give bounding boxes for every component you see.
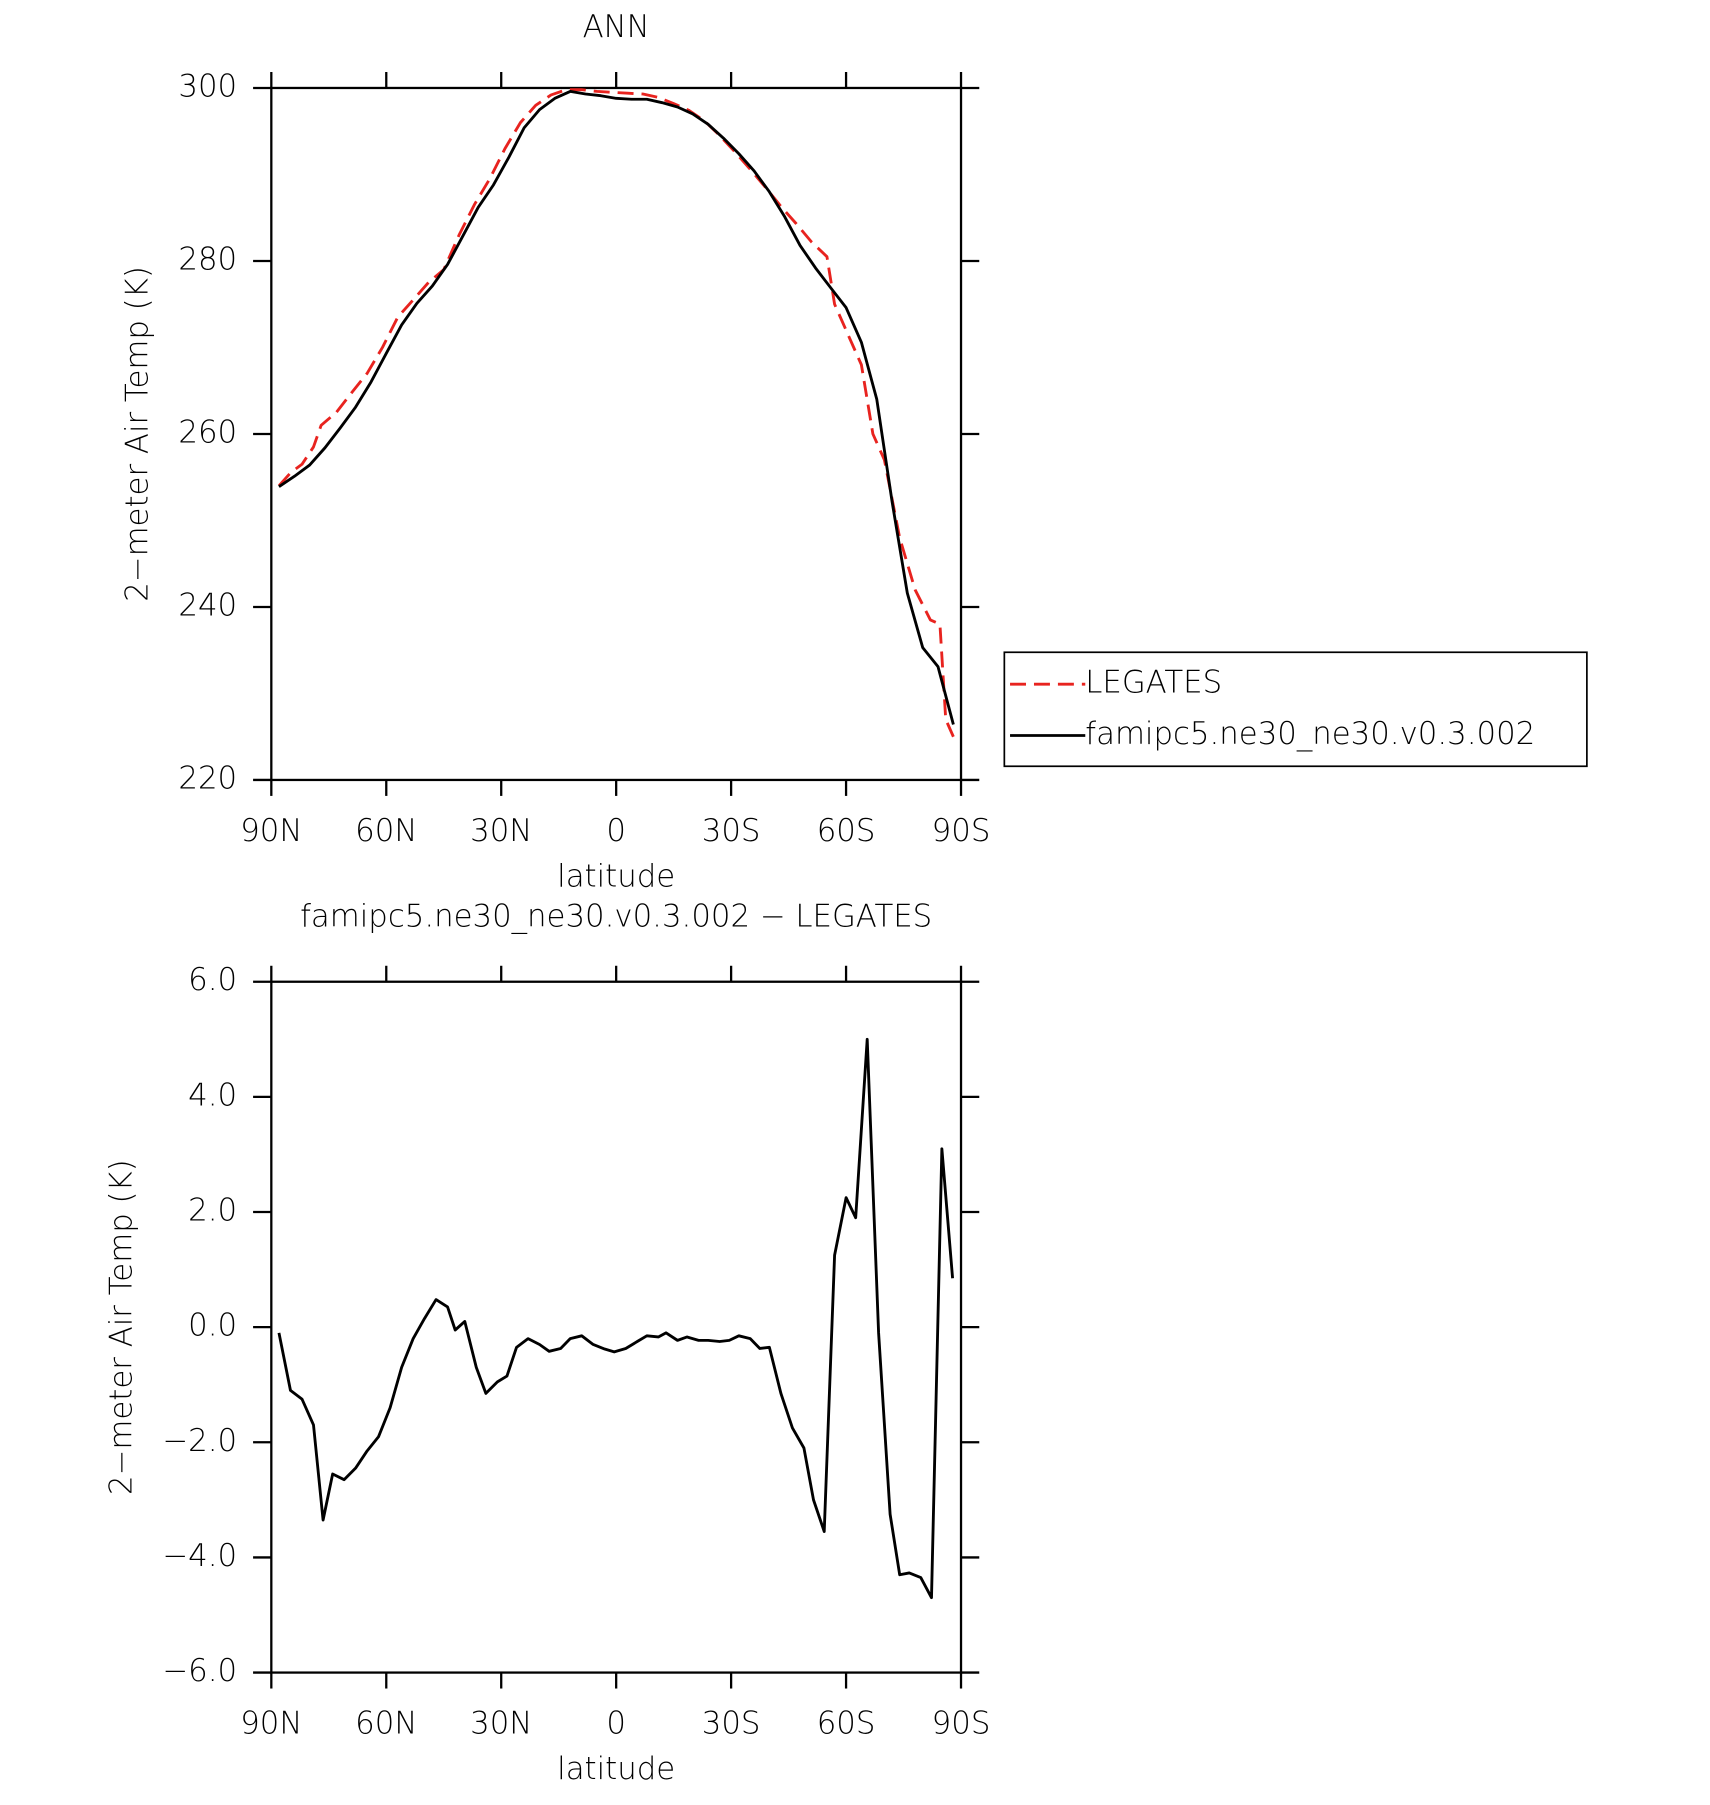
plot-frame <box>270 86 963 782</box>
y-axis-label: 2−meter Air Temp (K) <box>120 266 156 602</box>
x-tick-label: 90S <box>932 1706 991 1742</box>
x-tick-label: 60S <box>817 1706 876 1742</box>
legend-label: LEGATES <box>1085 665 1222 701</box>
y-tick-label: 280 <box>178 241 237 277</box>
chart-title: ANN <box>583 9 650 45</box>
x-tick-label: 60N <box>355 813 417 849</box>
y-tick-label: 4.0 <box>188 1077 237 1113</box>
legend-label: famipc5.ne30_ne30.v0.3.002 <box>1085 716 1535 752</box>
data-line <box>277 88 955 738</box>
y-tick-label: 300 <box>178 68 237 104</box>
data-line <box>277 1037 955 1600</box>
y-tick-label: −6.0 <box>162 1653 237 1689</box>
y-tick-label: −4.0 <box>162 1538 237 1574</box>
y-tick-label: −2.0 <box>162 1423 237 1459</box>
x-tick-label: 30S <box>702 1706 761 1742</box>
x-tick-label: 30N <box>470 813 532 849</box>
x-axis-label: latitude <box>557 1751 675 1787</box>
data-line <box>278 89 955 725</box>
y-tick-label: 220 <box>178 760 237 796</box>
x-tick-label: 0 <box>606 1706 626 1742</box>
x-tick-label: 90N <box>240 813 302 849</box>
x-tick-label: 90N <box>240 1706 302 1742</box>
y-tick-label: 260 <box>178 414 237 450</box>
x-tick-label: 30N <box>470 1706 532 1742</box>
x-axis-label: latitude <box>557 858 675 894</box>
chart-title: famipc5.ne30_ne30.v0.3.002 − LEGATES <box>300 898 932 934</box>
x-tick-label: 0 <box>606 813 626 849</box>
y-tick-label: 240 <box>178 587 237 623</box>
y-tick-label: 6.0 <box>188 962 237 998</box>
plot-frame <box>270 980 963 1674</box>
legend-box <box>1003 651 1588 768</box>
x-tick-label: 60S <box>817 813 876 849</box>
x-tick-label: 30S <box>702 813 761 849</box>
x-tick-label: 90S <box>932 813 991 849</box>
y-axis-label: 2−meter Air Temp (K) <box>104 1159 140 1495</box>
y-tick-label: 2.0 <box>188 1193 237 1229</box>
y-tick-label: 0.0 <box>188 1308 237 1344</box>
x-tick-label: 60N <box>355 1706 417 1742</box>
